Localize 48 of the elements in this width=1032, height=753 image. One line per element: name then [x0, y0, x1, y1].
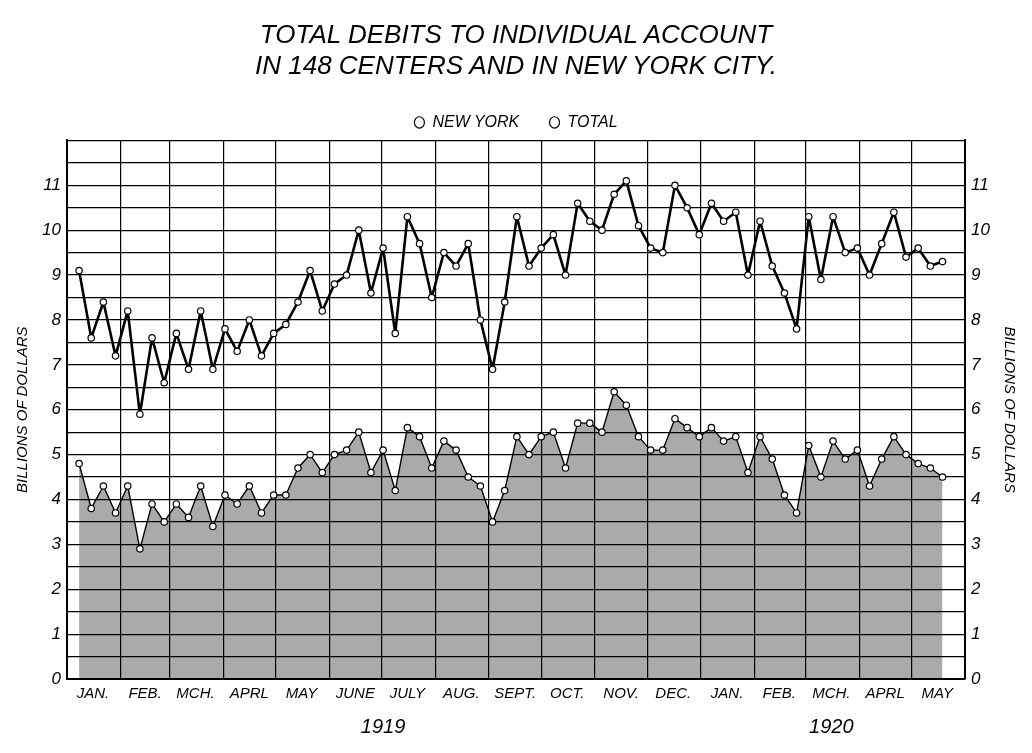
y-axis-title: BILLIONS OF DOLLARS	[13, 326, 31, 493]
x-tick-label: MAY	[921, 684, 954, 702]
y2-tick-label: 2	[970, 578, 982, 598]
y-tick-label: 10	[41, 219, 62, 239]
x-tick-label: FEB.	[128, 684, 162, 702]
y-tick-label: 9	[51, 264, 62, 284]
y2-axis-title: BILLIONS OF DOLLARS	[1001, 326, 1019, 493]
x-tick-label: SEPT.	[494, 684, 537, 702]
y-tick-label: 1	[51, 623, 61, 643]
y2-tick-label: 10	[971, 219, 991, 239]
x-tick-label: APRL	[864, 684, 905, 702]
x-tick-label: NOV.	[603, 684, 639, 702]
x-tick-label: MCH.	[812, 684, 851, 702]
y-tick-label: 5	[51, 444, 62, 464]
x-tick-label: JUNE	[334, 684, 376, 702]
legend-label: TOTAL	[567, 112, 618, 130]
y-tick-label: 7	[51, 354, 62, 374]
chart-title: TOTAL DEBITS TO INDIVIDUAL ACCOUNT IN 148 CENTERS AND IN NEW YORK CITY.	[254, 18, 778, 81]
y2-tick-label: 6	[971, 399, 982, 419]
x-tick-label: OCT.	[550, 684, 585, 702]
x-tick-label: MAY	[285, 684, 319, 702]
y2-tick-label: 9	[971, 264, 982, 284]
y-tick-label: 11	[43, 175, 61, 195]
x2-tick-label: 1920	[809, 714, 854, 737]
y-tick-label: 6	[51, 399, 62, 419]
y2-tick-label: 5	[971, 444, 982, 464]
y-tick-label: 4	[51, 489, 61, 509]
y2-tick-label: 1	[971, 623, 981, 643]
y-tick-label: 8	[51, 309, 62, 329]
y2-tick-label: 7	[971, 354, 982, 374]
y-tick-label: 0	[51, 668, 62, 688]
y-tick-label: 2	[50, 578, 62, 598]
x-tick-label: APRL	[228, 684, 269, 702]
x-tick-label: JULY	[388, 684, 427, 702]
x-tick-label: AUG.	[441, 684, 480, 702]
y2-tick-label: 8	[971, 309, 982, 329]
x-tick-label: JAN.	[75, 684, 110, 702]
legend-label: NEW YORK	[432, 112, 521, 130]
x-tick-label: MCH.	[176, 684, 215, 702]
x2-tick-label: 1919	[360, 714, 406, 737]
x-tick-label: JAN.	[709, 684, 744, 702]
y2-tick-label: 4	[971, 489, 981, 509]
y-tick-label: 3	[51, 534, 62, 554]
x-tick-label: DEC.	[655, 684, 692, 702]
x-tick-label: FEB.	[762, 684, 796, 702]
y2-tick-label: 11	[971, 175, 989, 195]
y2-tick-label: 0	[971, 668, 982, 688]
y2-tick-label: 3	[971, 534, 982, 554]
